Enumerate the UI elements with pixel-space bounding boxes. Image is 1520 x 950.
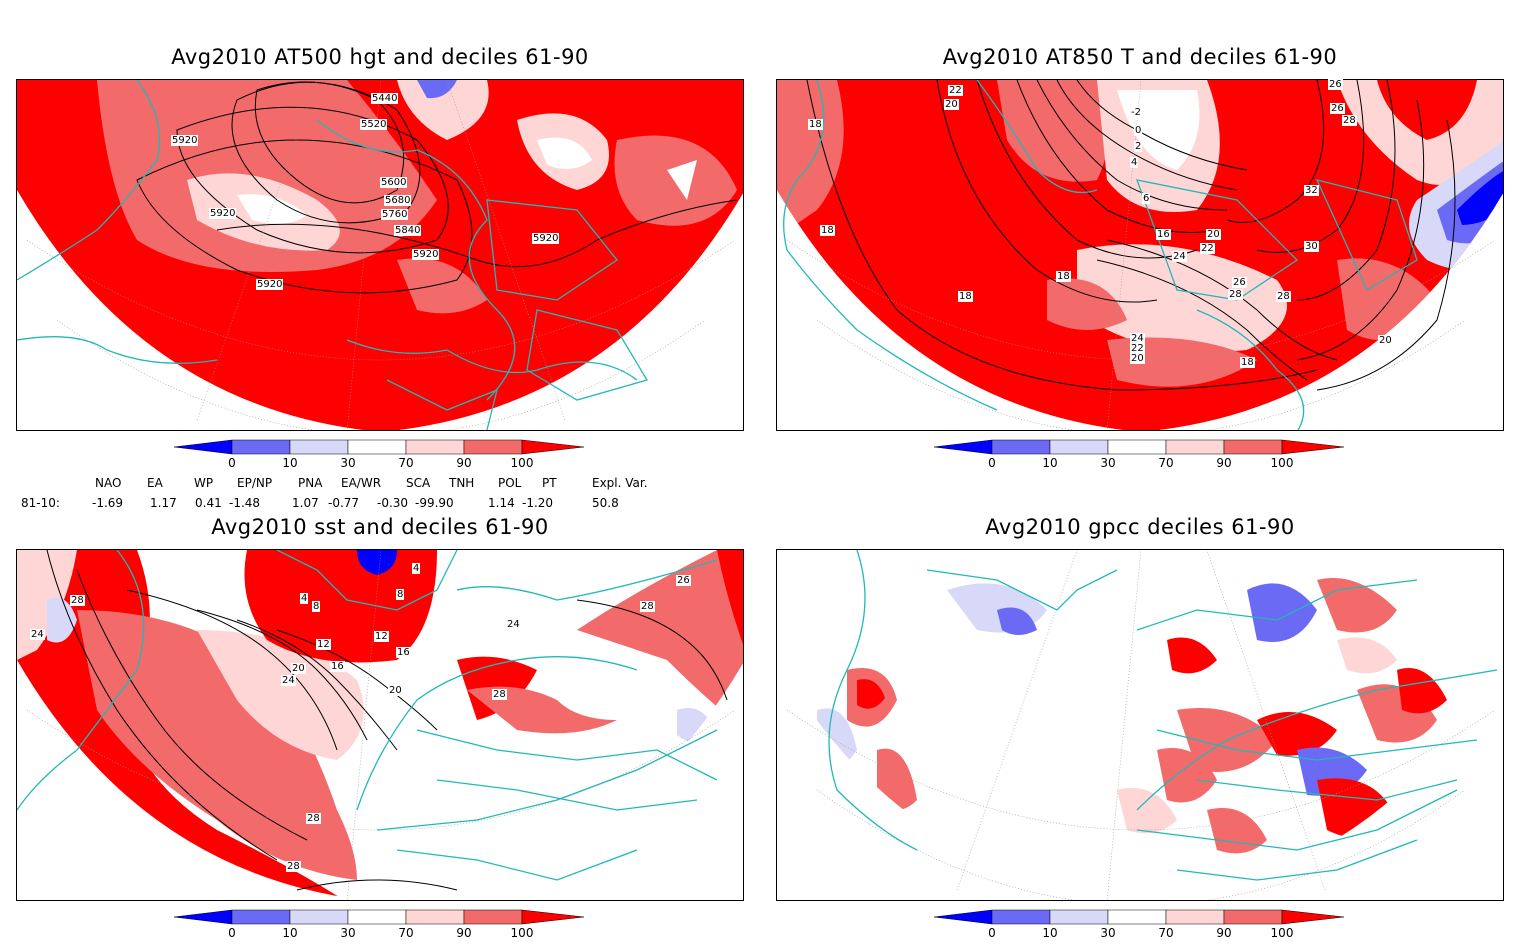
index-value: 1.07 bbox=[292, 496, 319, 510]
colorbar-tick-label: 70 bbox=[1158, 456, 1174, 470]
index-value: -1.20 bbox=[522, 496, 554, 510]
colorbar-tick-label: 10 bbox=[1042, 456, 1058, 470]
index-value: 1.17 bbox=[150, 496, 177, 510]
index-value: 1.14 bbox=[488, 496, 515, 510]
index-value: -0.30 bbox=[377, 496, 409, 510]
map-panel-gpcc bbox=[776, 549, 1504, 901]
index-header: PNA bbox=[298, 476, 323, 490]
colorbar-tick-label: 30 bbox=[340, 456, 356, 470]
colorbar-tick-label: 90 bbox=[456, 456, 472, 470]
index-header: WP bbox=[194, 476, 214, 490]
map-hgt500 bbox=[17, 80, 743, 430]
map-panel-hgt500 bbox=[16, 79, 744, 431]
colorbar-swatches bbox=[933, 439, 1345, 455]
colorbar-tick-label: 30 bbox=[1100, 456, 1116, 470]
colorbar-swatches bbox=[933, 909, 1345, 925]
colorbar-tick-label: 10 bbox=[282, 926, 298, 940]
colorbar-t850: 0 10 30 70 90 100 bbox=[933, 439, 1345, 480]
colorbar-tick-label: 100 bbox=[510, 456, 534, 470]
index-header: Expl. Var. bbox=[592, 476, 648, 490]
colorbar-tick-label: 100 bbox=[1270, 926, 1294, 940]
colorbar-tick-label: 10 bbox=[1042, 926, 1058, 940]
colorbar-tick-label: 30 bbox=[1100, 926, 1116, 940]
index-header: EA bbox=[147, 476, 163, 490]
panel-title-sst: Avg2010 sst and deciles 61-90 bbox=[211, 515, 549, 539]
colorbar-swatches bbox=[173, 909, 585, 925]
index-header: POL bbox=[498, 476, 522, 490]
colorbar-tick-label: 70 bbox=[398, 456, 414, 470]
index-header: PT bbox=[542, 476, 557, 490]
index-value: -99.90 bbox=[415, 496, 454, 510]
index-row-label: 81-10: bbox=[21, 496, 60, 510]
index-value: -0.77 bbox=[328, 496, 360, 510]
index-header: EP/NP bbox=[237, 476, 273, 490]
colorbar-swatches bbox=[173, 439, 585, 455]
colorbar-tick-label: 30 bbox=[340, 926, 356, 940]
panel-title-t850: Avg2010 AT850 T and deciles 61-90 bbox=[942, 45, 1338, 69]
map-panel-t850 bbox=[776, 79, 1504, 431]
colorbar-gpcc: 0 10 30 70 90 100 bbox=[933, 909, 1345, 950]
map-gpcc bbox=[777, 550, 1503, 900]
panel-title-gpcc: Avg2010 gpcc deciles 61-90 bbox=[985, 515, 1295, 539]
colorbar-tick-label: 90 bbox=[456, 926, 472, 940]
map-sst bbox=[17, 550, 743, 900]
colorbar-tick-label: 10 bbox=[282, 456, 298, 470]
panel-title-hgt500: Avg2010 AT500 hgt and deciles 61-90 bbox=[171, 45, 589, 69]
map-panel-sst bbox=[16, 549, 744, 901]
colorbar-tick-label: 0 bbox=[988, 456, 996, 470]
colorbar-tick-label: 90 bbox=[1216, 456, 1232, 470]
colorbar-hgt500: 0 10 30 70 90 100 bbox=[173, 439, 585, 480]
colorbar-tick-label: 0 bbox=[988, 926, 996, 940]
colorbar-tick-label: 70 bbox=[398, 926, 414, 940]
colorbar-tick-label: 0 bbox=[228, 456, 236, 470]
colorbar-tick-label: 90 bbox=[1216, 926, 1232, 940]
index-header: SCA bbox=[406, 476, 431, 490]
colorbar-tick-label: 0 bbox=[228, 926, 236, 940]
colorbar-tick-label: 100 bbox=[1270, 456, 1294, 470]
index-header: NAO bbox=[95, 476, 122, 490]
index-value: 0.41 bbox=[195, 496, 222, 510]
index-header: EA/WR bbox=[341, 476, 382, 490]
index-value: -1.48 bbox=[229, 496, 261, 510]
colorbar-tick-label: 70 bbox=[1158, 926, 1174, 940]
index-value: 50.8 bbox=[592, 496, 619, 510]
map-t850 bbox=[777, 80, 1503, 430]
index-header: TNH bbox=[449, 476, 475, 490]
indices-table: NAO EA WP EP/NP PNA EA/WR SCA TNH POL PT… bbox=[0, 476, 700, 512]
index-value: -1.69 bbox=[92, 496, 124, 510]
colorbar-tick-label: 100 bbox=[510, 926, 534, 940]
colorbar-sst: 0 10 30 70 90 100 bbox=[173, 909, 585, 950]
